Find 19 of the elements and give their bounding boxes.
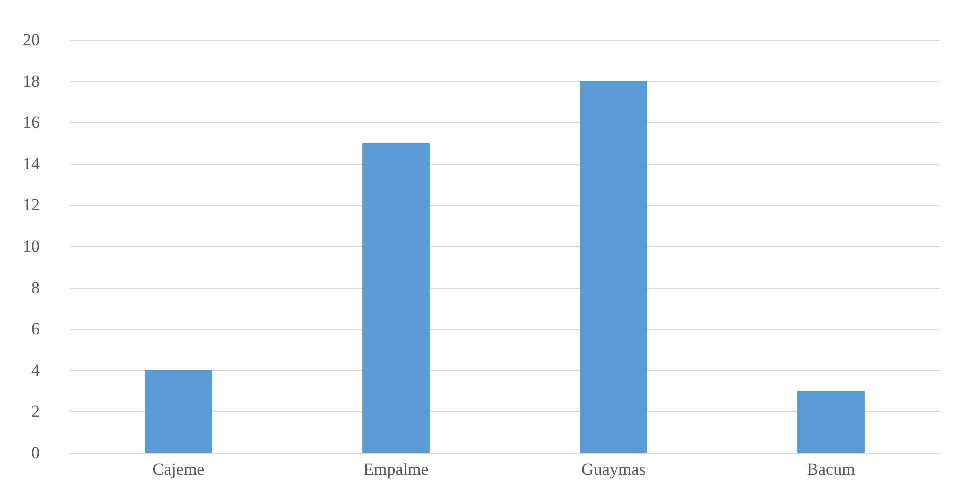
x-tick-label: Bacum bbox=[807, 460, 856, 479]
x-tick-label: Empalme bbox=[364, 460, 429, 479]
y-tick-label: 4 bbox=[32, 360, 40, 380]
y-tick-label: 18 bbox=[23, 72, 40, 91]
y-tick-label: 10 bbox=[23, 237, 40, 256]
y-tick-label: 16 bbox=[23, 113, 40, 132]
bar bbox=[145, 370, 212, 453]
bar bbox=[798, 391, 865, 453]
x-tick-label: Cajeme bbox=[152, 460, 205, 479]
bar bbox=[362, 143, 430, 453]
y-tick-label: 12 bbox=[23, 196, 40, 215]
bar bbox=[580, 81, 648, 453]
y-tick-label: 14 bbox=[23, 154, 40, 174]
y-tick-label: 0 bbox=[32, 444, 40, 462]
y-tick-label: 6 bbox=[32, 320, 40, 339]
x-tick-label: Guaymas bbox=[582, 460, 646, 479]
y-tick-label: 8 bbox=[32, 278, 40, 298]
y-tick-label: 2 bbox=[32, 402, 40, 422]
y-tick-label: 20 bbox=[23, 30, 40, 50]
